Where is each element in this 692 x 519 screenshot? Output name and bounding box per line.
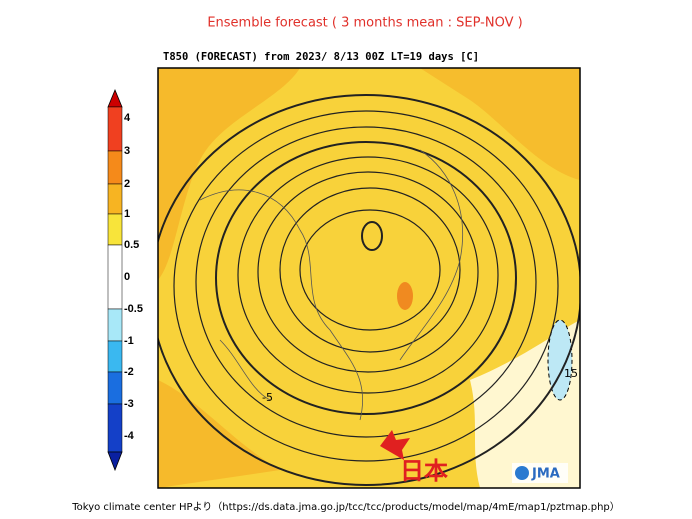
colorbar-label: -2 (124, 366, 134, 378)
map: -5 15 JMA (158, 68, 580, 488)
colorbar-label: 2 (124, 178, 130, 190)
colorbar-label: -3 (124, 398, 134, 410)
map-header: T850 (FORECAST) from 2023/ 8/13 00Z LT=1… (163, 51, 479, 63)
annotation: 日本 (400, 457, 448, 485)
caption: Tokyo climate center HPより（https://ds.dat… (71, 501, 620, 513)
annotation-arrow (380, 430, 410, 460)
title: Ensemble forecast ( 3 months mean : SEP-… (207, 16, 522, 31)
colorbar-label: 0 (124, 271, 130, 283)
colorbar-label: 4 (124, 112, 131, 124)
contour-label: -5 (262, 391, 273, 404)
colorbar-label: -0.5 (124, 303, 143, 315)
colorbar-label: 1 (124, 208, 130, 220)
colorbar-label: -1 (124, 335, 134, 347)
logo: JMA (531, 467, 560, 482)
colorbar-label: -4 (124, 430, 135, 442)
colorbar-label: 3 (124, 145, 130, 157)
colorbar (107, 88, 123, 472)
contour-label: 15 (564, 367, 578, 380)
colorbar-label: 0.5 (124, 239, 139, 251)
